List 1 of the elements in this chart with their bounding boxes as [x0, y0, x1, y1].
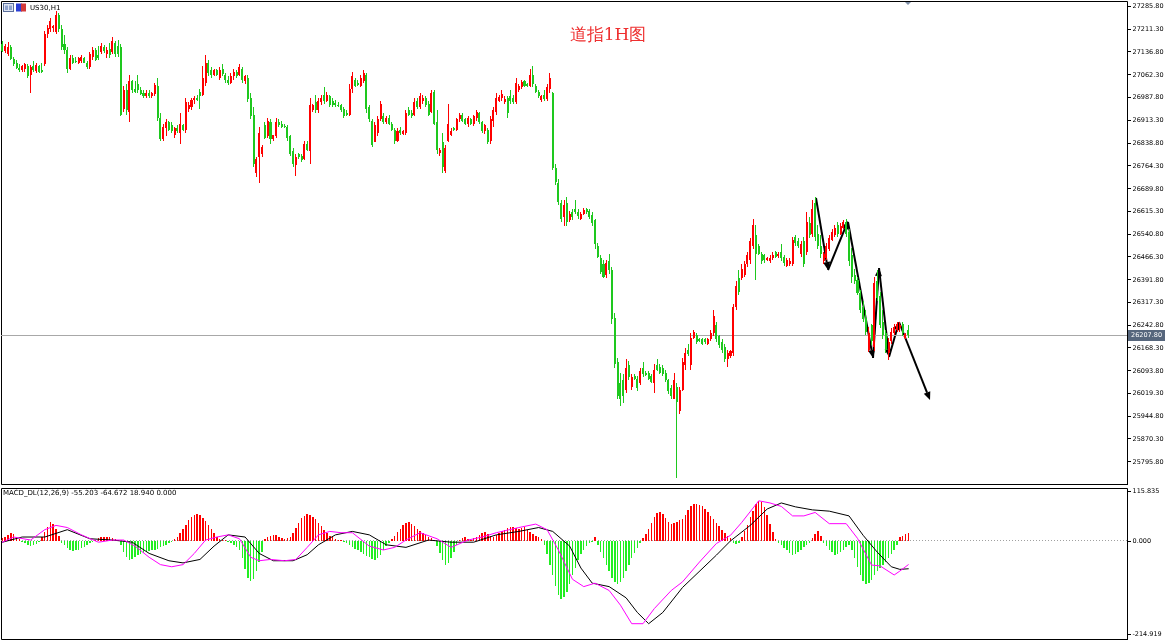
text: 道指1H图 [569, 24, 647, 44]
